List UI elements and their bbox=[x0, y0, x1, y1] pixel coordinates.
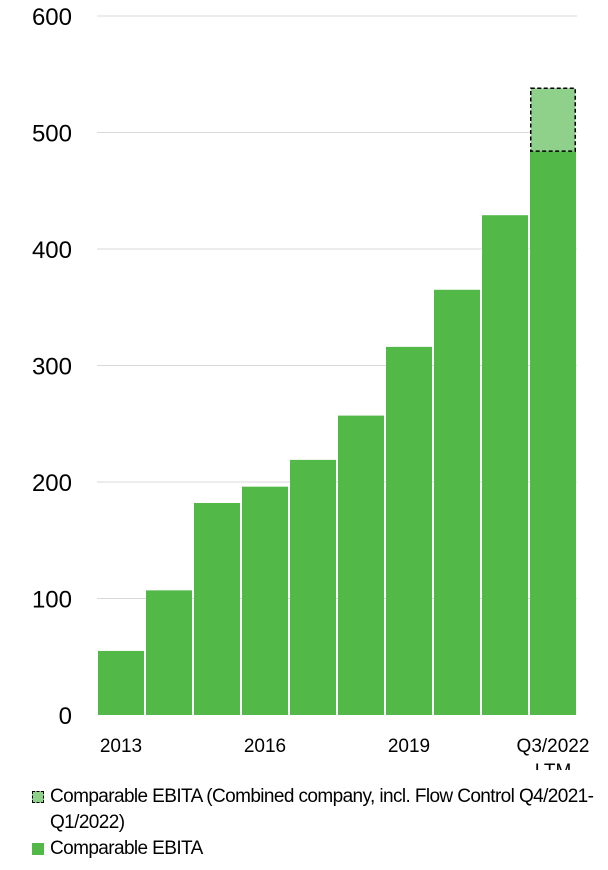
ebita-bar-chart: 0 100 200 300 400 500 600 2013 2016 2019 Q3/2022L… bbox=[32, 4, 590, 770]
x-tick-label: 2019 bbox=[388, 736, 430, 757]
y-axis-tick-labels: 0 100 200 300 400 500 600 bbox=[32, 4, 72, 730]
x-axis-tick-labels: 2013 2016 2019 Q3/2022LTM bbox=[100, 736, 590, 770]
bar-comparable-ebita bbox=[338, 415, 384, 715]
bar-comparable-ebita bbox=[290, 459, 336, 715]
legend-swatch-combined bbox=[32, 791, 44, 803]
y-tick-label: 100 bbox=[32, 587, 72, 614]
legend: Comparable EBITA (Combined company, incl… bbox=[30, 784, 608, 862]
y-tick-label: 300 bbox=[32, 354, 72, 381]
bar-comparable-ebita bbox=[386, 346, 432, 715]
bar-comparable-ebita bbox=[434, 289, 480, 715]
bar-comparable-ebita bbox=[482, 215, 528, 715]
bar-comparable-ebita bbox=[146, 590, 192, 715]
bar-comparable-ebita bbox=[98, 650, 144, 715]
y-tick-label: 0 bbox=[59, 703, 72, 730]
bar-comparable-ebita bbox=[194, 502, 240, 715]
y-tick-label: 400 bbox=[32, 237, 72, 264]
legend-label-combined: Comparable EBITA (Combined company, incl… bbox=[50, 786, 594, 833]
y-tick-label: 500 bbox=[32, 121, 72, 148]
bar-comparable-ebita bbox=[530, 151, 576, 715]
legend-item-combined: Comparable EBITA (Combined company, incl… bbox=[30, 784, 608, 836]
bar-comparable-ebita bbox=[242, 486, 288, 715]
y-tick-label: 600 bbox=[32, 4, 72, 31]
legend-item-comparable: Comparable EBITA bbox=[30, 836, 608, 862]
legend-label-comparable: Comparable EBITA bbox=[50, 838, 203, 859]
x-tick-label: 2016 bbox=[244, 736, 286, 757]
y-tick-label: 200 bbox=[32, 470, 72, 497]
x-tick-label: 2013 bbox=[100, 736, 142, 757]
bar-combined-company bbox=[530, 87, 576, 152]
x-tick-label: Q3/2022LTM bbox=[517, 736, 590, 770]
bars bbox=[98, 87, 576, 715]
legend-swatch-comparable bbox=[32, 843, 44, 855]
